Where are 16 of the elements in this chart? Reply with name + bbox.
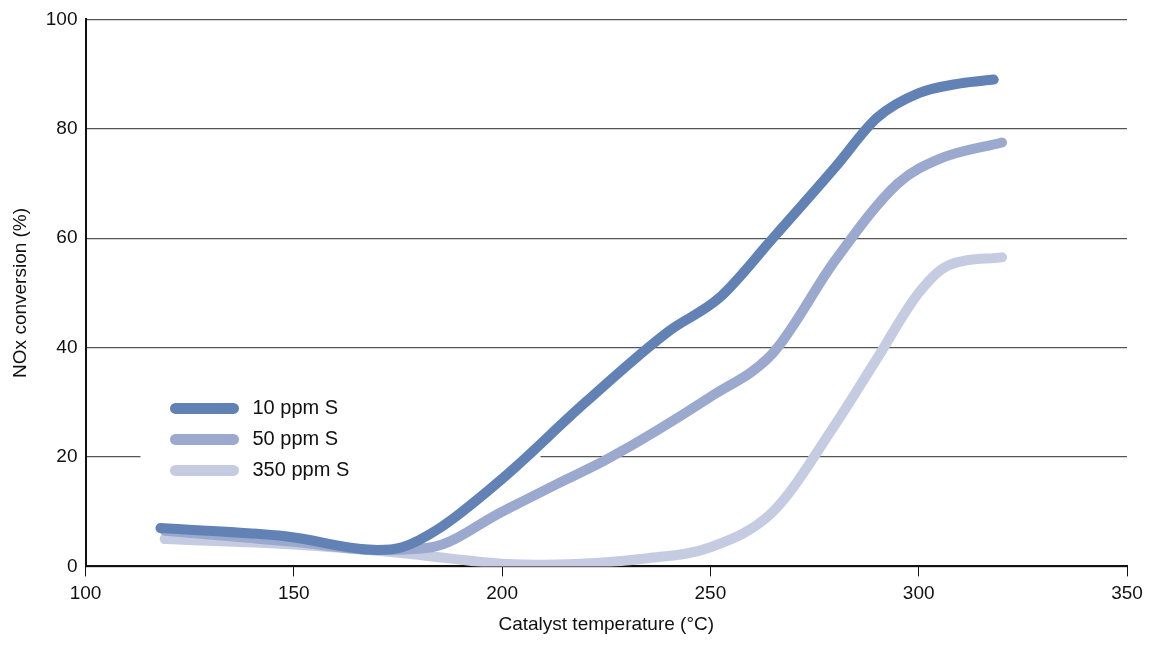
legend-label: 350 ppm S <box>252 457 350 480</box>
y-axis-title: NOx conversion (%) <box>8 207 30 378</box>
legend-label: 10 ppm S <box>252 395 339 418</box>
y-tick-label: 0 <box>66 554 78 576</box>
x-tick-label: 300 <box>902 582 935 604</box>
x-tick-label: 150 <box>277 582 310 604</box>
y-tick-label: 20 <box>56 445 78 467</box>
y-tick-label: 60 <box>56 226 78 248</box>
x-axis-title: Catalyst temperature (°C) <box>498 612 715 634</box>
x-tick-label: 250 <box>694 582 727 604</box>
y-tick-label: 40 <box>56 335 78 357</box>
y-tick-label: 100 <box>45 7 78 29</box>
x-tick-label: 350 <box>1111 582 1143 604</box>
y-tick-label: 80 <box>56 117 78 139</box>
legend-label: 50 ppm S <box>252 426 339 449</box>
x-tick-label: 200 <box>486 582 518 604</box>
